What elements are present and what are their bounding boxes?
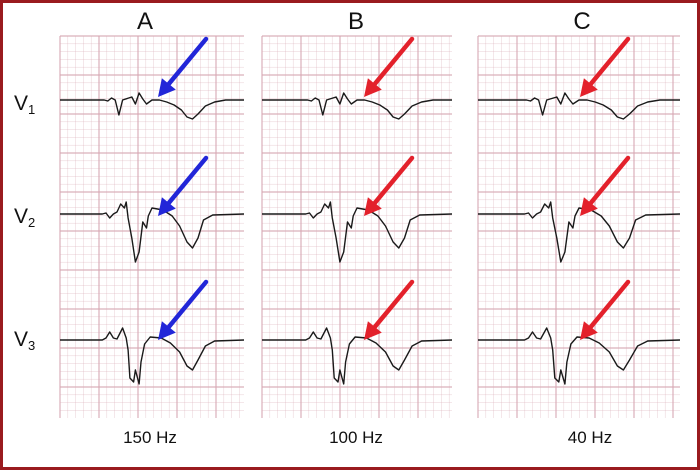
grid-panel-b xyxy=(261,35,452,418)
arrow-layer xyxy=(158,36,631,340)
ecg-trace-v3-b xyxy=(262,327,453,385)
lead-label-v3: V3 xyxy=(14,328,36,353)
ecg-trace-layer xyxy=(60,92,681,385)
arrow-b-v2 xyxy=(364,155,415,216)
lead-label-v2: V2 xyxy=(14,205,36,230)
frequency-label-c: 40 Hz xyxy=(567,428,613,447)
arrow-c-v2 xyxy=(580,155,631,216)
ecg-trace-v2-a xyxy=(60,201,245,263)
arrow-b-v1 xyxy=(364,36,415,97)
lead-label-v1: V1 xyxy=(14,92,36,117)
grid-panel-c xyxy=(477,35,680,418)
arrow-c-v1 xyxy=(580,36,631,97)
arrow-a-v1 xyxy=(158,36,209,97)
grid-panel-a xyxy=(59,35,244,418)
frequency-label-b: 100 Hz xyxy=(329,428,383,447)
ecg-trace-v1-a xyxy=(60,92,244,120)
column-label-a: A xyxy=(136,8,153,35)
ecg-trace-v3-c xyxy=(478,327,681,385)
arrow-c-v3 xyxy=(580,279,631,340)
ecg-trace-v1-c xyxy=(478,92,680,120)
arrow-b-v3 xyxy=(364,279,415,340)
column-label-c: C xyxy=(573,8,591,35)
frequency-label-a: 150 Hz xyxy=(123,428,177,447)
arrow-a-v3 xyxy=(158,279,209,340)
ecg-trace-v1-b xyxy=(262,92,452,120)
ecg-trace-v2-c xyxy=(478,201,681,263)
ecg-trace-v2-b xyxy=(262,201,453,263)
arrow-a-v2 xyxy=(158,155,209,216)
column-label-b: B xyxy=(347,8,364,35)
ecg-trace-v3-a xyxy=(60,327,245,385)
